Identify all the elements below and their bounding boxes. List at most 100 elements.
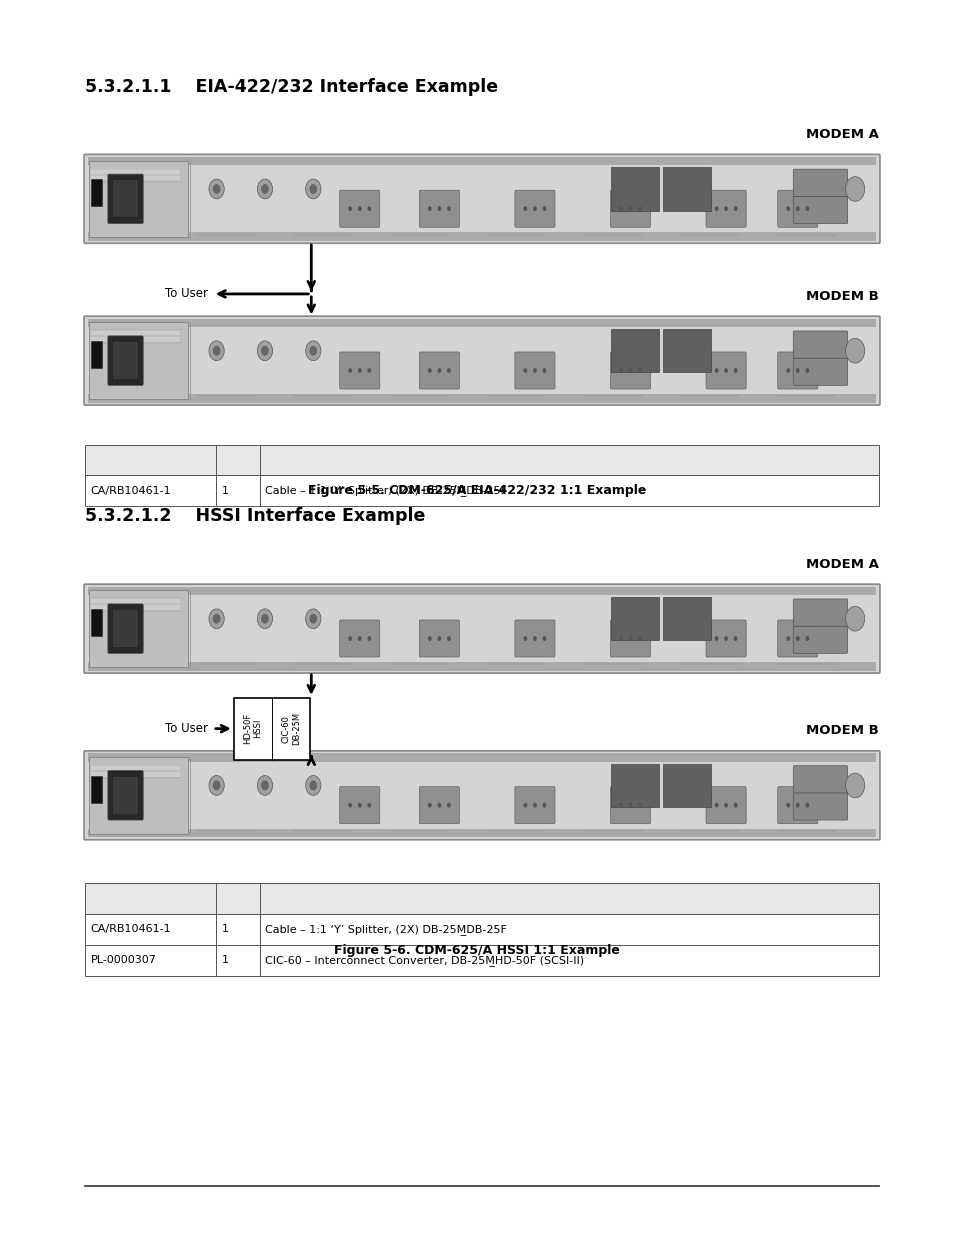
- Circle shape: [428, 368, 432, 373]
- Bar: [89, 161, 188, 237]
- Circle shape: [804, 636, 808, 641]
- Circle shape: [309, 346, 316, 356]
- FancyBboxPatch shape: [339, 787, 379, 824]
- FancyBboxPatch shape: [108, 174, 143, 224]
- Circle shape: [733, 206, 737, 211]
- FancyBboxPatch shape: [793, 196, 847, 224]
- Bar: [611, 329, 659, 373]
- Text: 5.3.2.1.2    HSSI Interface Example: 5.3.2.1.2 HSSI Interface Example: [85, 506, 425, 525]
- Circle shape: [714, 636, 718, 641]
- Circle shape: [795, 206, 799, 211]
- Circle shape: [257, 609, 273, 629]
- Circle shape: [723, 803, 727, 808]
- FancyBboxPatch shape: [515, 352, 555, 389]
- Circle shape: [213, 781, 220, 790]
- Circle shape: [618, 636, 622, 641]
- Circle shape: [348, 803, 352, 808]
- Circle shape: [437, 206, 441, 211]
- Bar: [88, 753, 875, 762]
- Bar: [88, 829, 875, 837]
- FancyBboxPatch shape: [793, 358, 847, 385]
- Circle shape: [305, 776, 320, 795]
- FancyBboxPatch shape: [793, 793, 847, 820]
- Text: To User: To User: [165, 722, 208, 735]
- Text: CA/RB10461-1: CA/RB10461-1: [91, 485, 172, 496]
- Text: PL-0000307: PL-0000307: [91, 955, 156, 966]
- Circle shape: [257, 179, 273, 199]
- Bar: [91, 341, 102, 368]
- FancyBboxPatch shape: [793, 626, 847, 653]
- Circle shape: [638, 206, 641, 211]
- Circle shape: [795, 636, 799, 641]
- Circle shape: [733, 636, 737, 641]
- Circle shape: [533, 636, 537, 641]
- Circle shape: [437, 368, 441, 373]
- Circle shape: [638, 636, 641, 641]
- Circle shape: [638, 803, 641, 808]
- FancyBboxPatch shape: [777, 787, 817, 824]
- Circle shape: [523, 206, 527, 211]
- Circle shape: [542, 803, 546, 808]
- FancyBboxPatch shape: [108, 336, 143, 385]
- Circle shape: [785, 803, 789, 808]
- Circle shape: [261, 184, 269, 194]
- Circle shape: [367, 368, 371, 373]
- Bar: [611, 763, 659, 808]
- Bar: [89, 757, 188, 834]
- FancyBboxPatch shape: [793, 331, 847, 358]
- FancyBboxPatch shape: [84, 316, 879, 405]
- Text: To User: To User: [165, 288, 208, 300]
- Circle shape: [723, 368, 727, 373]
- FancyBboxPatch shape: [108, 604, 143, 653]
- Text: 1: 1: [221, 955, 229, 966]
- FancyBboxPatch shape: [777, 620, 817, 657]
- FancyBboxPatch shape: [610, 190, 650, 227]
- Circle shape: [533, 368, 537, 373]
- Bar: [112, 180, 138, 217]
- Circle shape: [447, 368, 451, 373]
- FancyBboxPatch shape: [419, 190, 459, 227]
- FancyBboxPatch shape: [339, 620, 379, 657]
- Bar: [89, 590, 188, 667]
- Circle shape: [628, 803, 632, 808]
- Text: MODEM A: MODEM A: [805, 127, 878, 141]
- Text: Figure 5-6. CDM-625/A HSSI 1:1 Example: Figure 5-6. CDM-625/A HSSI 1:1 Example: [334, 944, 619, 957]
- Circle shape: [723, 636, 727, 641]
- FancyBboxPatch shape: [419, 620, 459, 657]
- Circle shape: [437, 803, 441, 808]
- Bar: [662, 763, 710, 808]
- Text: Figure 5-5. CDM-625/A EIA-422/232 1:1 Example: Figure 5-5. CDM-625/A EIA-422/232 1:1 Ex…: [308, 484, 645, 498]
- FancyBboxPatch shape: [419, 787, 459, 824]
- FancyBboxPatch shape: [793, 169, 847, 196]
- Circle shape: [209, 776, 224, 795]
- Bar: [91, 179, 102, 206]
- Circle shape: [733, 368, 737, 373]
- Circle shape: [618, 206, 622, 211]
- Circle shape: [309, 781, 316, 790]
- Circle shape: [348, 206, 352, 211]
- Circle shape: [428, 206, 432, 211]
- Circle shape: [357, 368, 361, 373]
- Circle shape: [844, 773, 863, 798]
- Text: CIC-60
DB-25M: CIC-60 DB-25M: [281, 713, 300, 745]
- Bar: [112, 610, 138, 647]
- Circle shape: [523, 636, 527, 641]
- Bar: [85, 945, 878, 976]
- Circle shape: [618, 803, 622, 808]
- Circle shape: [209, 179, 224, 199]
- FancyBboxPatch shape: [84, 751, 879, 840]
- Circle shape: [542, 368, 546, 373]
- Circle shape: [628, 636, 632, 641]
- Bar: [89, 322, 188, 399]
- Bar: [88, 157, 875, 165]
- Bar: [88, 662, 875, 671]
- Bar: [85, 475, 878, 506]
- Circle shape: [533, 803, 537, 808]
- Circle shape: [257, 341, 273, 361]
- Circle shape: [348, 368, 352, 373]
- Circle shape: [795, 368, 799, 373]
- Circle shape: [305, 609, 320, 629]
- Circle shape: [257, 776, 273, 795]
- Circle shape: [437, 636, 441, 641]
- Bar: [91, 168, 179, 180]
